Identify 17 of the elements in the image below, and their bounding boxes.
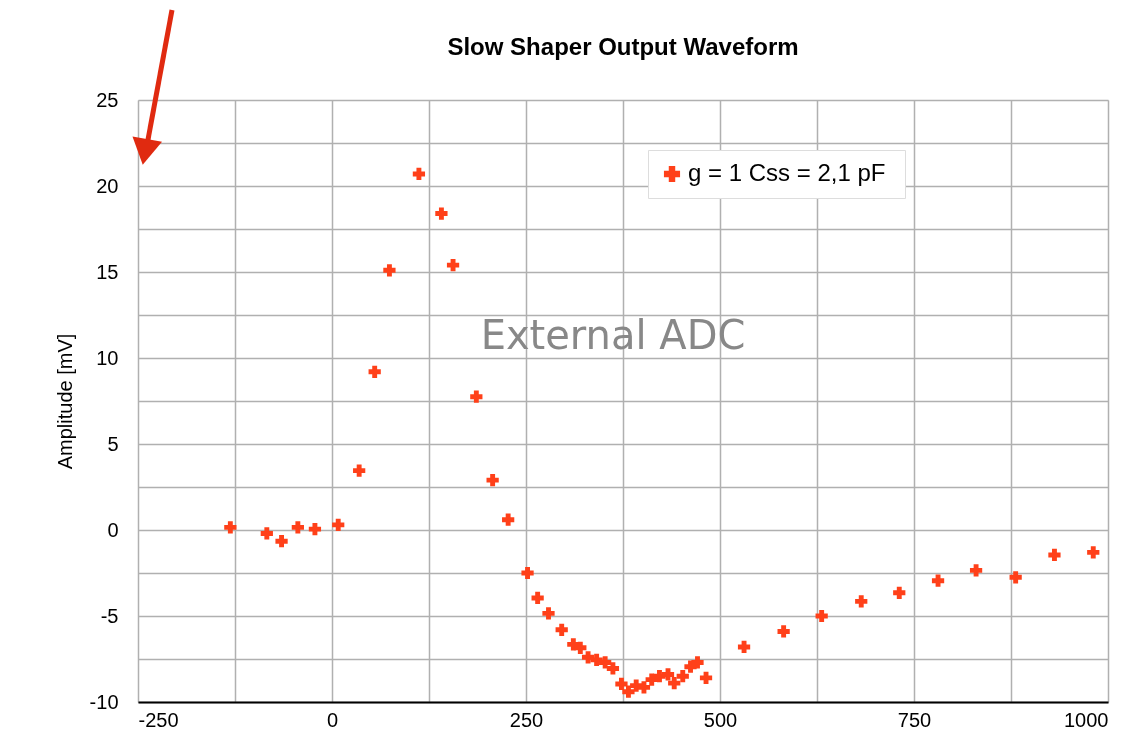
x-tick-label: -250: [138, 708, 179, 731]
y-tick-label: 0: [107, 518, 119, 541]
legend-label: g = 1 Css = 2,1 pF: [688, 159, 886, 186]
y-tick-label: 10: [96, 346, 119, 369]
y-tick-label: 5: [107, 432, 119, 455]
y-tick-label: -5: [100, 604, 119, 627]
y-axis-title: Amplitude [mV]: [53, 333, 76, 470]
x-tick-label: 250: [509, 708, 544, 731]
x-tick-label: 750: [897, 708, 932, 731]
chart-title: Slow Shaper Output Waveform: [447, 33, 799, 60]
x-tick-label: 1000: [1064, 708, 1109, 731]
y-tick-label: 15: [96, 260, 119, 283]
y-tick-label: -10: [89, 690, 119, 713]
y-tick-label: 25: [96, 88, 119, 111]
x-tick-label: 500: [703, 708, 738, 731]
x-tick-label: 0: [326, 708, 339, 731]
y-tick-label: 20: [96, 174, 119, 197]
